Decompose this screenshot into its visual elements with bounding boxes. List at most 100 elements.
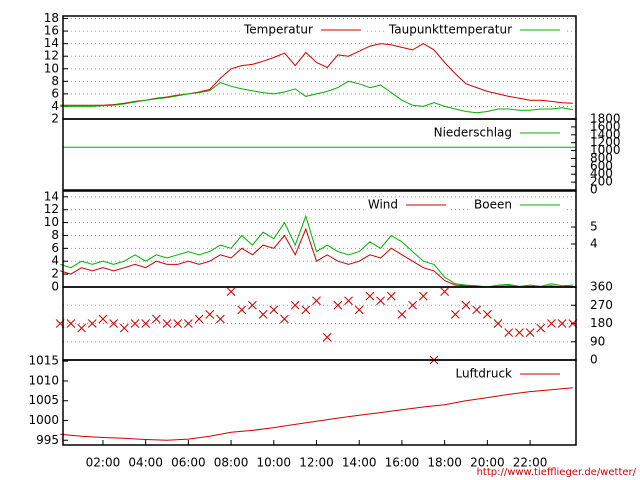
point: [312, 296, 321, 306]
point: [226, 287, 236, 297]
point: [248, 300, 257, 310]
y-tick-label: 400: [590, 167, 613, 181]
plot-frame: [62, 359, 577, 446]
legend-label: Wind: [368, 198, 398, 212]
point: [408, 300, 417, 310]
y-tick-label: 1800: [590, 112, 621, 126]
point: [151, 314, 161, 324]
point: [504, 328, 514, 337]
y-tick-label: 14: [44, 36, 59, 50]
point: [290, 300, 300, 310]
y-tick-label: 0: [590, 353, 598, 367]
y-tick-label: 1005: [28, 393, 59, 407]
y-tick-label: 18: [44, 11, 59, 25]
x-tick-label: 16:00: [385, 456, 420, 470]
point: [354, 305, 364, 315]
point: [386, 291, 396, 301]
legend-bg: [451, 367, 564, 381]
y-tick-label: 800: [590, 151, 613, 165]
point: [493, 319, 503, 328]
y-tick-label: 2: [51, 267, 59, 281]
point: [397, 310, 407, 319]
point: [525, 328, 535, 337]
y-tick-label: 0: [51, 280, 59, 294]
x-tick-label: 04:00: [128, 456, 163, 470]
x-tick-label: 10:00: [256, 456, 291, 470]
point: [536, 323, 546, 333]
point: [483, 310, 492, 319]
point: [461, 300, 471, 310]
point: [98, 314, 108, 324]
point: [472, 305, 482, 315]
legend-bg: [240, 23, 365, 37]
y2-tick-label: 4: [590, 237, 598, 251]
y-tick-label: 200: [590, 175, 613, 189]
point: [365, 291, 375, 301]
y-tick-label: 8: [51, 228, 59, 242]
footer-url: http://www.tiefflieger.de/wetter/: [477, 467, 637, 478]
y-tick-label: 4: [51, 99, 59, 113]
x-tick-label: 22:00: [513, 456, 548, 470]
y-tick-label: 1200: [590, 135, 621, 149]
point: [376, 296, 385, 306]
point: [109, 319, 118, 328]
legend-bg: [384, 23, 564, 37]
y-tick-label: 2: [51, 112, 59, 126]
point: [322, 332, 332, 342]
x-tick-label: 06:00: [171, 456, 206, 470]
plot-frame: [62, 118, 577, 191]
series-line: [60, 214, 573, 288]
series-line: [60, 227, 573, 288]
y-tick-label: 0: [590, 183, 598, 197]
point: [141, 319, 151, 328]
y-tick-label: 10: [44, 215, 59, 229]
point: [162, 319, 172, 328]
legend-label: Niederschlag: [434, 126, 512, 140]
y-tick-label: 1015: [28, 354, 59, 368]
point: [184, 319, 193, 328]
legend-label: Boeen: [474, 198, 512, 212]
point: [237, 305, 247, 315]
series-line: [60, 43, 573, 106]
point: [333, 300, 343, 310]
point: [301, 305, 311, 315]
y-tick-label: 360: [590, 280, 613, 294]
point: [547, 319, 556, 328]
point: [418, 291, 428, 301]
point: [557, 319, 567, 328]
series-line: [60, 387, 573, 441]
point: [66, 319, 76, 328]
y-tick-label: 12: [44, 202, 59, 216]
point: [344, 296, 353, 306]
y-tick-label: 6: [51, 241, 59, 255]
y-tick-label: 995: [36, 433, 59, 447]
y-tick-label: 600: [590, 159, 613, 173]
x-tick-label: 12:00: [299, 456, 334, 470]
point: [130, 319, 140, 328]
point: [119, 323, 129, 333]
x-tick-label: 08:00: [214, 456, 249, 470]
point: [258, 310, 268, 319]
y-tick-label: 1010: [28, 373, 59, 387]
y-tick-label: 8: [51, 74, 59, 88]
x-tick-label: 14:00: [342, 456, 377, 470]
y-tick-label: 10: [44, 61, 59, 75]
y-tick-label: 12: [44, 49, 59, 63]
point: [194, 314, 204, 324]
y-tick-label: 4: [51, 254, 59, 268]
y-tick-label: 1400: [590, 127, 621, 141]
x-tick-label: 02:00: [86, 456, 121, 470]
y-tick-label: 90: [590, 334, 605, 348]
y2-tick-label: 5: [590, 220, 598, 234]
point: [450, 310, 460, 319]
y-tick-label: 6: [51, 86, 59, 100]
point: [269, 305, 279, 315]
legend-label: Taupunkttemperatur: [388, 23, 512, 37]
point: [280, 314, 289, 324]
y-tick-label: 14: [44, 189, 59, 203]
y-tick-label: 1600: [590, 119, 621, 133]
y-tick-label: 1000: [28, 413, 59, 427]
point: [77, 323, 86, 333]
y-tick-label: 180: [590, 316, 613, 330]
